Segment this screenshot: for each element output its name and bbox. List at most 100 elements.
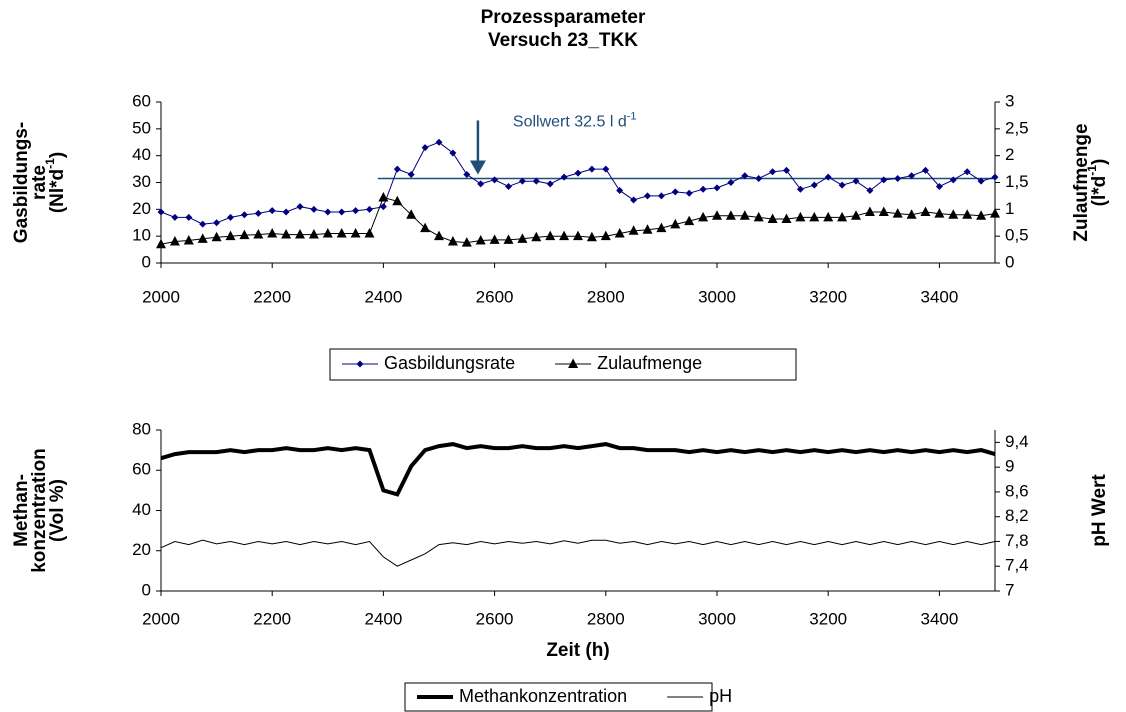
data-point [463, 170, 471, 178]
y2-axis-label-sup: -1 [1085, 165, 1099, 176]
data-point [227, 213, 234, 221]
data-point [699, 185, 707, 193]
x-tick-label: 2600 [476, 609, 514, 628]
data-point [378, 192, 389, 202]
data-point [586, 231, 597, 242]
y2-tick-label: 3 [1005, 91, 1014, 110]
y-tick-label: 20 [132, 199, 151, 218]
legend-marker [356, 360, 364, 368]
data-point [171, 213, 179, 221]
data-point [322, 227, 333, 238]
legend-box [329, 348, 797, 381]
y2-tick-label: 1,5 [1005, 172, 1029, 191]
data-point [449, 149, 457, 157]
annotation-text: Sollwert 32.5 l d [513, 114, 627, 131]
chart-subtitle: Versuch 23_TKK [488, 30, 638, 51]
data-point [837, 211, 848, 222]
data-point [588, 165, 596, 173]
data-point [725, 210, 736, 220]
data-point [477, 180, 485, 188]
data-point [698, 211, 709, 222]
x-tick-label: 3400 [920, 287, 958, 306]
data-point [574, 169, 582, 177]
series-line [160, 539, 996, 567]
data-point [505, 183, 512, 191]
data-point [753, 211, 764, 222]
data-point [461, 237, 472, 247]
data-point [741, 172, 749, 180]
data-point [560, 173, 568, 181]
data-point [366, 205, 373, 213]
data-point [407, 170, 415, 178]
data-point [225, 230, 236, 241]
x-tick-label: 2400 [364, 609, 402, 628]
x-tick-label: 2600 [476, 287, 514, 306]
legend-label: Zulaufmenge [597, 353, 702, 373]
data-point [282, 208, 290, 216]
data-point [810, 181, 818, 189]
data-point [628, 225, 639, 235]
data-point [671, 188, 679, 196]
data-point [963, 168, 971, 176]
data-point [894, 174, 902, 182]
x-tick-label: 3200 [809, 609, 847, 628]
y2-tick-label: 7,4 [1005, 556, 1029, 575]
y2-tick-label: 2,5 [1005, 118, 1029, 137]
data-point [614, 227, 625, 238]
data-point [475, 234, 486, 245]
data-point [324, 208, 332, 216]
data-point [156, 238, 166, 249]
data-point [823, 211, 834, 222]
data-point [310, 205, 318, 213]
data-point [616, 187, 624, 195]
data-point [976, 210, 987, 220]
data-point [767, 213, 778, 223]
y-tick-label: 40 [132, 500, 151, 519]
data-point [559, 230, 570, 241]
data-point [435, 138, 443, 146]
y-tick-label: 30 [132, 172, 151, 191]
x-tick-label: 3000 [698, 287, 736, 306]
x-tick-label: 2800 [587, 287, 625, 306]
data-point [281, 229, 292, 239]
data-point [990, 208, 1000, 218]
data-point [268, 207, 276, 215]
data-point [199, 220, 207, 228]
data-point [739, 210, 750, 220]
data-point [600, 230, 611, 241]
data-point [934, 208, 945, 218]
data-point [783, 166, 790, 174]
x-tick-label: 3000 [698, 609, 736, 628]
data-point [949, 176, 957, 184]
y-tick-label: 60 [132, 460, 151, 479]
data-point [434, 230, 444, 241]
data-point [421, 144, 429, 152]
legend-label: Methankonzentration [459, 686, 627, 706]
y2-tick-label: 9,4 [1005, 432, 1029, 451]
annotation: Sollwert 32.5 l d-1 [513, 110, 637, 130]
series-line [160, 442, 996, 497]
data-point [573, 230, 583, 241]
data-point [755, 174, 763, 182]
data-point [253, 229, 264, 239]
data-point [379, 203, 387, 211]
y-tick-label: 10 [132, 226, 151, 245]
x-tick-label: 3400 [920, 609, 958, 628]
x-axis-label: Zeit (h) [546, 640, 609, 661]
data-point [545, 230, 556, 241]
y2-axis-label: pH Wert [1089, 474, 1110, 547]
y2-tick-label: 7,8 [1005, 531, 1029, 550]
x-tick-label: 3200 [809, 287, 847, 306]
data-point [948, 209, 959, 219]
data-point [642, 224, 653, 234]
data-point [338, 208, 346, 216]
data-point [920, 206, 931, 217]
data-point [991, 173, 999, 181]
y2-axis-label: (l*d-1) [1085, 159, 1110, 207]
y2-tick-label: 8,6 [1005, 481, 1029, 500]
data-point [852, 177, 860, 185]
y-axis-label: Methan- [11, 474, 32, 547]
data-point [546, 180, 554, 188]
